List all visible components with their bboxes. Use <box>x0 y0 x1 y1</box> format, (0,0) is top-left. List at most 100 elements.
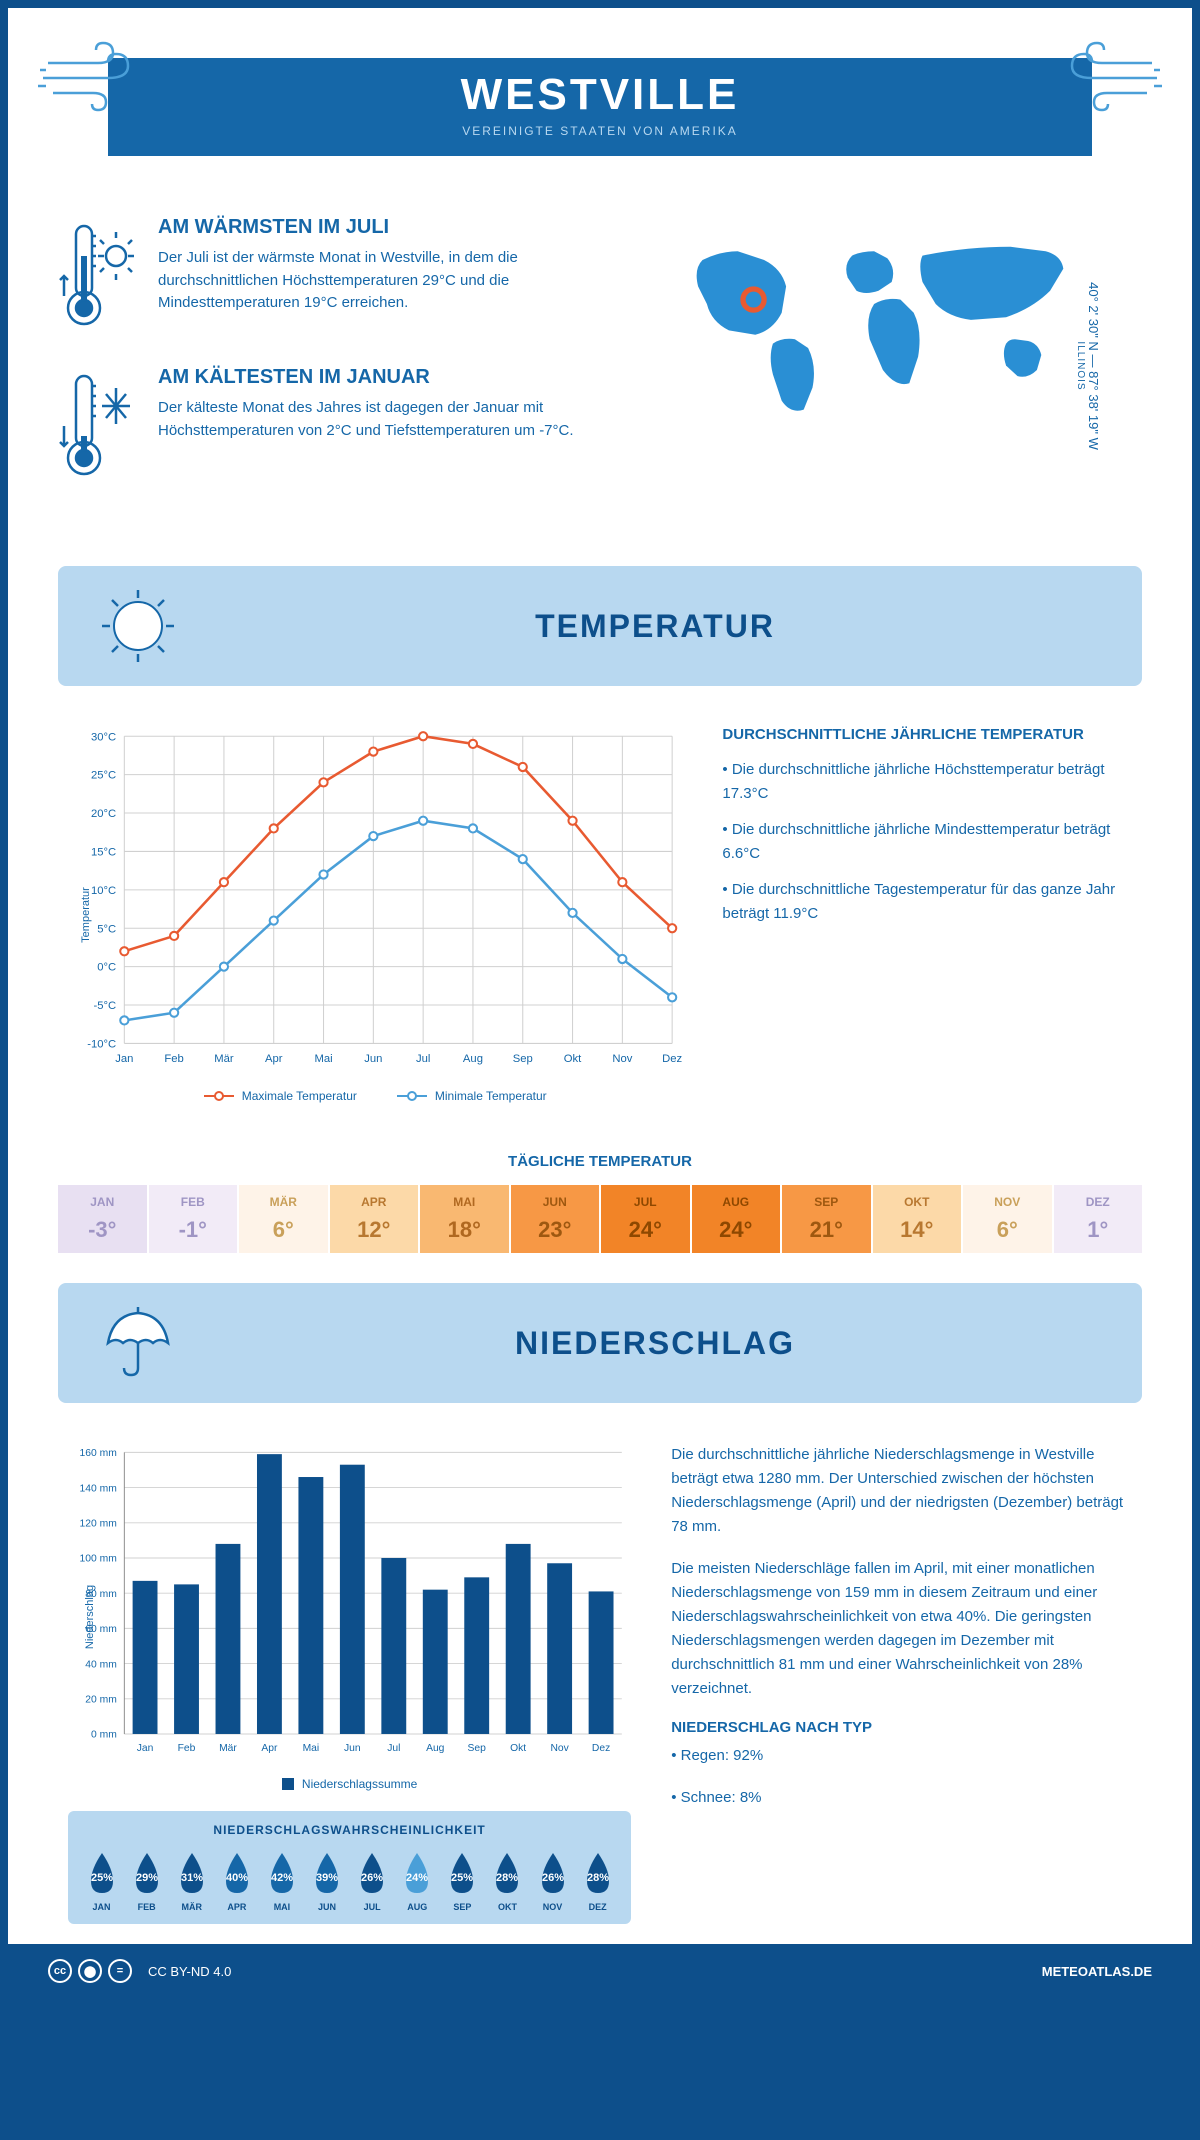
warmest-title: AM WÄRMSTEN IM JULI <box>158 216 585 239</box>
svg-text:31%: 31% <box>181 1872 203 1884</box>
temp-stat2: • Die durchschnittliche jährliche Mindes… <box>722 818 1132 866</box>
precip-text1: Die durchschnittliche jährliche Niedersc… <box>671 1443 1132 1539</box>
probability-drop: 26% JUL <box>351 1849 394 1912</box>
wind-icon-left <box>38 38 158 118</box>
precip-type-title: NIEDERSCHLAG NACH TYP <box>671 1719 1132 1736</box>
nd-icon: = <box>108 1959 132 1983</box>
svg-text:26%: 26% <box>542 1872 564 1884</box>
daily-cell: APR12° <box>330 1185 419 1253</box>
probability-drop: 26% NOV <box>531 1849 574 1912</box>
svg-text:Mai: Mai <box>314 1053 332 1065</box>
precip-legend: Niederschlagssumme <box>68 1777 631 1791</box>
precipitation-banner: NIEDERSCHLAG <box>58 1283 1142 1403</box>
header-section: WESTVILLE VEREINIGTE STAATEN VON AMERIKA <box>8 8 1192 186</box>
probability-drops: 25% JAN 29% FEB 31% MÄR 40% APR 42% MAI <box>80 1849 619 1912</box>
svg-text:Jun: Jun <box>344 1743 361 1754</box>
umbrella-icon <box>98 1303 178 1383</box>
svg-text:Jul: Jul <box>416 1053 430 1065</box>
probability-drop: 28% OKT <box>486 1849 529 1912</box>
daily-temp-title: TÄGLICHE TEMPERATUR <box>8 1153 1192 1170</box>
svg-text:Jul: Jul <box>387 1743 400 1754</box>
probability-drop: 31% MÄR <box>170 1849 213 1912</box>
svg-text:25%: 25% <box>91 1872 113 1884</box>
svg-text:29%: 29% <box>136 1872 158 1884</box>
temp-stat3: • Die durchschnittliche Tagestemperatur … <box>722 878 1132 926</box>
infographic-page: WESTVILLE VEREINIGTE STAATEN VON AMERIKA <box>0 0 1200 2006</box>
svg-text:Nov: Nov <box>612 1053 632 1065</box>
svg-text:-5°C: -5°C <box>93 1000 116 1012</box>
daily-cell: AUG24° <box>692 1185 781 1253</box>
warmest-text: Der Juli ist der wärmste Monat in Westvi… <box>158 247 585 315</box>
svg-text:140 mm: 140 mm <box>80 1483 117 1494</box>
thermometer-hot-icon <box>58 216 138 336</box>
svg-text:Mai: Mai <box>303 1743 320 1754</box>
precipitation-probability-box: NIEDERSCHLAGSWAHRSCHEINLICHKEIT 25% JAN … <box>68 1811 631 1924</box>
daily-cell: MÄR6° <box>239 1185 328 1253</box>
site-name: METEOATLAS.DE <box>1042 1964 1152 1979</box>
svg-text:Mär: Mär <box>219 1743 237 1754</box>
svg-text:39%: 39% <box>316 1872 338 1884</box>
probability-drop: 25% SEP <box>441 1849 484 1912</box>
svg-text:Aug: Aug <box>463 1053 483 1065</box>
svg-text:Dez: Dez <box>662 1053 682 1065</box>
daily-cell: JAN-3° <box>58 1185 147 1253</box>
probability-drop: 42% MAI <box>260 1849 303 1912</box>
temperature-line-chart: -10°C-5°C0°C5°C10°C15°C20°C25°C30°CJanFe… <box>68 726 682 1074</box>
svg-text:Sep: Sep <box>468 1743 487 1754</box>
daily-cell: FEB-1° <box>149 1185 238 1253</box>
license-text: CC BY-ND 4.0 <box>148 1964 231 1979</box>
svg-text:100 mm: 100 mm <box>80 1554 117 1565</box>
temperature-banner: TEMPERATUR <box>58 566 1142 686</box>
coldest-block: AM KÄLTESTEN IM JANUAR Der kälteste Mona… <box>58 366 585 486</box>
precipitation-content: Niederschlag 0 mm20 mm40 mm60 mm80 mm100… <box>8 1423 1192 1944</box>
daily-cell: JUN23° <box>511 1185 600 1253</box>
daily-cell: OKT14° <box>873 1185 962 1253</box>
probability-drop: 29% FEB <box>125 1849 168 1912</box>
svg-text:40%: 40% <box>226 1872 248 1884</box>
svg-text:0 mm: 0 mm <box>91 1730 117 1741</box>
probability-drop: 40% APR <box>215 1849 258 1912</box>
precipitation-bar-chart: 0 mm20 mm40 mm60 mm80 mm100 mm120 mm140 … <box>68 1443 631 1762</box>
svg-text:Feb: Feb <box>178 1743 196 1754</box>
daily-cell: NOV6° <box>963 1185 1052 1253</box>
temp-stats-title: DURCHSCHNITTLICHE JÄHRLICHE TEMPERATUR <box>722 726 1132 743</box>
precipitation-title: NIEDERSCHLAG <box>208 1325 1102 1362</box>
precip-chart-ylabel: Niederschlag <box>84 1585 96 1649</box>
svg-text:0°C: 0°C <box>97 962 116 974</box>
svg-text:28%: 28% <box>496 1872 518 1884</box>
legend-min-label: Minimale Temperatur <box>435 1089 547 1103</box>
svg-text:5°C: 5°C <box>97 923 116 935</box>
svg-text:25°C: 25°C <box>91 770 116 782</box>
precip-legend-label: Niederschlagssumme <box>302 1777 417 1791</box>
wind-icon-right <box>1042 38 1162 118</box>
svg-text:42%: 42% <box>271 1872 293 1884</box>
world-map-icon <box>615 216 1142 436</box>
svg-text:26%: 26% <box>361 1872 383 1884</box>
svg-text:15°C: 15°C <box>91 847 116 859</box>
svg-text:Apr: Apr <box>261 1743 278 1754</box>
svg-text:24%: 24% <box>406 1872 428 1884</box>
prob-title: NIEDERSCHLAGSWAHRSCHEINLICHKEIT <box>80 1823 619 1837</box>
svg-text:Aug: Aug <box>426 1743 445 1754</box>
svg-text:Jun: Jun <box>364 1053 382 1065</box>
svg-text:-10°C: -10°C <box>87 1039 116 1051</box>
svg-text:160 mm: 160 mm <box>80 1448 117 1459</box>
cc-license: cc ⬤ = CC BY-ND 4.0 <box>48 1959 231 1983</box>
country-subtitle: VEREINIGTE STAATEN VON AMERIKA <box>108 124 1092 138</box>
svg-text:Jan: Jan <box>137 1743 154 1754</box>
svg-text:25%: 25% <box>451 1872 473 1884</box>
probability-drop: 25% JAN <box>80 1849 123 1912</box>
precip-rain: • Regen: 92% <box>671 1744 1132 1768</box>
probability-drop: 24% AUG <box>396 1849 439 1912</box>
temperature-title: TEMPERATUR <box>208 608 1102 645</box>
svg-text:10°C: 10°C <box>91 885 116 897</box>
svg-text:Okt: Okt <box>564 1053 582 1065</box>
svg-text:120 mm: 120 mm <box>80 1519 117 1530</box>
svg-text:Okt: Okt <box>510 1743 526 1754</box>
temperature-content: Temperatur -10°C-5°C0°C5°C10°C15°C20°C25… <box>8 706 1192 1123</box>
city-title: WESTVILLE <box>108 70 1092 120</box>
svg-text:20°C: 20°C <box>91 808 116 820</box>
coordinates: 40° 2' 30" N — 87° 38' 19" W ILLINOIS <box>1075 282 1101 450</box>
precip-text2: Die meisten Niederschläge fallen im Apri… <box>671 1557 1132 1701</box>
footer: cc ⬤ = CC BY-ND 4.0 METEOATLAS.DE <box>8 1944 1192 1998</box>
